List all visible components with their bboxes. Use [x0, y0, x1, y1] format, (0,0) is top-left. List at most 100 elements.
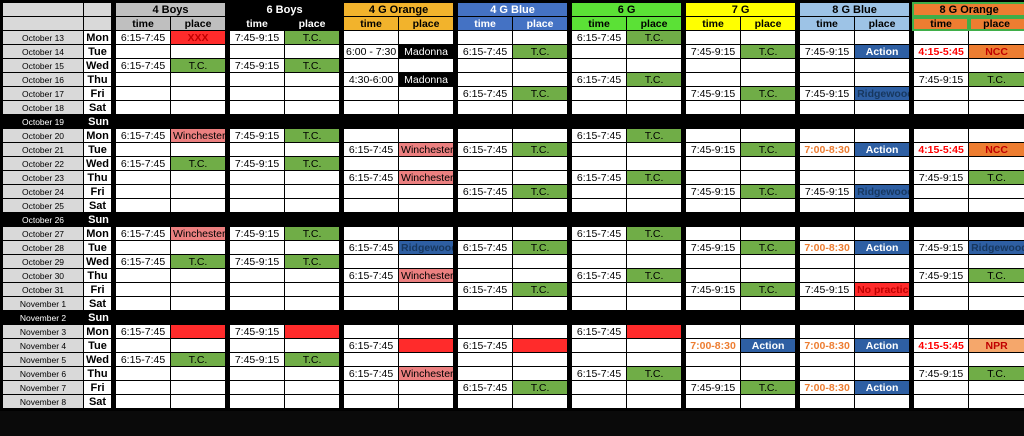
day-cell[interactable]: Sat — [83, 100, 114, 115]
cell-time-8-g-orange[interactable] — [909, 156, 970, 171]
cell-time-6-g[interactable]: 6:15-7:45 — [567, 30, 628, 45]
cell-time-4-g-blue[interactable] — [453, 58, 514, 73]
cell-place-8-g-orange[interactable] — [968, 100, 1024, 115]
date-cell[interactable]: October 23 — [1, 170, 84, 185]
date-cell[interactable]: October 30 — [1, 268, 84, 283]
cell-time-7-g[interactable] — [681, 58, 742, 73]
cell-place-7-g[interactable] — [740, 296, 799, 311]
cell-place-4-g-blue[interactable] — [512, 394, 571, 410]
cell-place-6-g[interactable] — [626, 352, 685, 367]
cell-time-8-g-orange[interactable] — [909, 226, 970, 241]
cell-place-4-g-orange[interactable] — [398, 156, 457, 171]
col-header-place-4-g-orange[interactable]: place — [398, 16, 457, 31]
cell-time-4-g-blue[interactable] — [453, 296, 514, 311]
cell-time-4-g-orange[interactable]: 6:00 - 7:30 — [339, 44, 400, 59]
day-cell[interactable]: Tue — [83, 338, 114, 353]
cell-time-6-boys[interactable] — [225, 380, 286, 395]
cell-time-6-g[interactable] — [567, 198, 628, 213]
cell-place-4-boys[interactable]: Winchester — [169, 128, 229, 143]
cell-place-4-g-orange[interactable]: Ridgewood — [398, 240, 457, 255]
cell-place-6-boys[interactable] — [284, 324, 343, 339]
day-cell[interactable]: Fri — [83, 184, 114, 199]
cell-time-6-boys[interactable]: 7:45-9:15 — [225, 58, 286, 73]
cell-time-4-boys[interactable]: 6:15-7:45 — [111, 156, 171, 171]
cell-time-4-g-blue[interactable]: 6:15-7:45 — [453, 282, 514, 297]
cell-time-4-g-blue[interactable] — [453, 254, 514, 269]
cell-time-6-boys[interactable] — [225, 142, 286, 157]
col-header-place-8-g-orange[interactable]: place — [968, 16, 1024, 31]
cell-place-4-g-orange[interactable] — [398, 282, 457, 297]
cell-time-8-g-orange[interactable] — [909, 352, 970, 367]
team-header-8-g-blue[interactable]: 8 G Blue — [795, 1, 913, 17]
cell-place-8-g-blue[interactable] — [854, 128, 913, 143]
cell-time-8-g-blue[interactable]: 7:45-9:15 — [795, 282, 856, 297]
cell-place-7-g[interactable] — [740, 170, 799, 185]
cell-time-8-g-orange[interactable] — [909, 86, 970, 101]
cell-time-4-boys[interactable] — [111, 184, 171, 199]
cell-time-4-g-blue[interactable]: 6:15-7:45 — [453, 44, 514, 59]
cell-place-4-g-orange[interactable] — [398, 338, 457, 353]
cell-time-7-g[interactable]: 7:45-9:15 — [681, 142, 742, 157]
col-header-place-4-g-blue[interactable]: place — [512, 16, 571, 31]
cell-place-8-g-orange[interactable] — [968, 352, 1024, 367]
cell-time-4-g-orange[interactable] — [339, 254, 400, 269]
cell-time-8-g-orange[interactable] — [909, 198, 970, 213]
cell-time-6-g[interactable] — [567, 338, 628, 353]
day-cell[interactable]: Thu — [83, 366, 114, 381]
cell-place-4-g-blue[interactable] — [512, 170, 571, 185]
cell-time-8-g-blue[interactable]: 7:00-8:30 — [795, 240, 856, 255]
cell-place-8-g-orange[interactable]: T.C. — [968, 366, 1024, 381]
cell-place-6-boys[interactable] — [284, 380, 343, 395]
cell-time-4-g-orange[interactable] — [339, 184, 400, 199]
cell-place-8-g-orange[interactable]: NCC — [968, 44, 1024, 59]
cell-time-6-g[interactable] — [567, 184, 628, 199]
cell-time-6-boys[interactable]: 7:45-9:15 — [225, 226, 286, 241]
cell-time-6-boys[interactable]: 7:45-9:15 — [225, 352, 286, 367]
day-cell[interactable]: Wed — [83, 58, 114, 73]
cell-time-4-g-orange[interactable]: 6:15-7:45 — [339, 142, 400, 157]
col-header-time-4-boys[interactable]: time — [111, 16, 171, 31]
day-cell[interactable]: Sat — [83, 296, 114, 311]
cell-time-4-g-orange[interactable] — [339, 282, 400, 297]
cell-time-4-boys[interactable]: 6:15-7:45 — [111, 58, 171, 73]
day-cell[interactable]: Tue — [83, 44, 114, 59]
day-cell[interactable]: Mon — [83, 324, 114, 339]
cell-time-7-g[interactable] — [681, 324, 742, 339]
cell-place-8-g-orange[interactable]: T.C. — [968, 268, 1024, 283]
cell-time-6-g[interactable]: 6:15-7:45 — [567, 226, 628, 241]
cell-place-4-g-orange[interactable] — [398, 184, 457, 199]
cell-place-7-g[interactable] — [740, 58, 799, 73]
cell-time-4-g-blue[interactable] — [453, 30, 514, 45]
cell-time-4-boys[interactable]: 6:15-7:45 — [111, 352, 171, 367]
cell-time-8-g-blue[interactable] — [795, 226, 856, 241]
date-cell[interactable]: October 13 — [1, 30, 84, 45]
cell-place-8-g-blue[interactable]: Action — [854, 142, 913, 157]
cell-time-6-boys[interactable] — [225, 366, 286, 381]
cell-place-6-g[interactable] — [626, 44, 685, 59]
date-cell[interactable]: October 15 — [1, 58, 84, 73]
cell-time-6-g[interactable] — [567, 380, 628, 395]
cell-time-7-g[interactable] — [681, 198, 742, 213]
cell-time-8-g-orange[interactable] — [909, 254, 970, 269]
cell-place-4-boys[interactable] — [169, 142, 229, 157]
cell-time-8-g-blue[interactable] — [795, 58, 856, 73]
cell-time-4-boys[interactable]: 6:15-7:45 — [111, 226, 171, 241]
cell-place-4-g-blue[interactable] — [512, 128, 571, 143]
day-cell[interactable]: Mon — [83, 128, 114, 143]
cell-time-7-g[interactable]: 7:45-9:15 — [681, 380, 742, 395]
cell-time-8-g-orange[interactable]: 4:15-5:45 — [909, 338, 970, 353]
cell-time-4-boys[interactable] — [111, 170, 171, 185]
cell-place-6-g[interactable] — [626, 240, 685, 255]
cell-place-4-g-orange[interactable] — [398, 128, 457, 143]
cell-time-6-g[interactable] — [567, 86, 628, 101]
cell-place-7-g[interactable] — [740, 254, 799, 269]
cell-place-8-g-blue[interactable] — [854, 30, 913, 45]
cell-time-4-boys[interactable]: 6:15-7:45 — [111, 324, 171, 339]
cell-place-8-g-orange[interactable] — [968, 156, 1024, 171]
cell-place-4-g-orange[interactable]: Winchester — [398, 268, 457, 283]
cell-time-8-g-blue[interactable]: 7:00-8:30 — [795, 142, 856, 157]
cell-place-4-g-blue[interactable] — [512, 268, 571, 283]
cell-place-8-g-orange[interactable] — [968, 254, 1024, 269]
col-header-time-6-g[interactable]: time — [567, 16, 628, 31]
cell-time-8-g-orange[interactable] — [909, 296, 970, 311]
